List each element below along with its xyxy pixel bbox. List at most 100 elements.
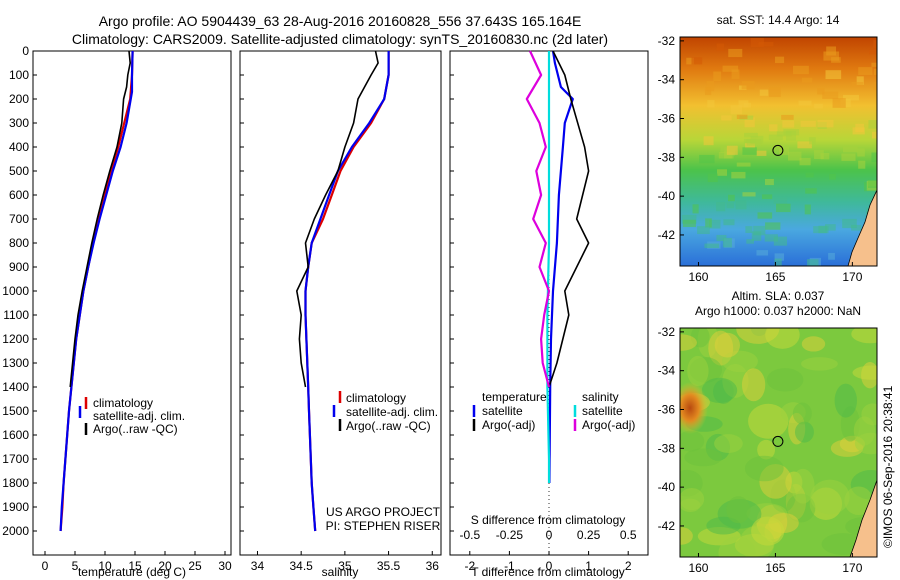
legend-group-title: temperature [482, 390, 547, 404]
texture-cell [730, 105, 743, 115]
texture-cell [765, 178, 774, 186]
texture-cell [768, 87, 781, 98]
top-x-tick-label: 0.25 [577, 528, 601, 542]
texture-cell [868, 179, 877, 188]
map-x-tick-label: 170 [842, 270, 862, 284]
y-tick-label: 200 [9, 92, 29, 106]
texture-blob [800, 357, 838, 371]
texture-cell [843, 94, 859, 101]
texture-cell [742, 147, 757, 155]
texture-cell [851, 81, 864, 87]
x-tick-label: 10 [98, 559, 112, 573]
y-tick-label: 1100 [3, 308, 29, 322]
texture-blob [765, 328, 800, 349]
texture-cell [757, 212, 773, 219]
texture-cell [799, 157, 811, 166]
y-tick-label: 2000 [2, 524, 29, 538]
texture-cell [832, 98, 846, 108]
texture-cell [745, 226, 753, 234]
legend-label: satellite [582, 404, 623, 418]
texture-cell [744, 117, 755, 128]
legend-label: satellite [482, 404, 523, 418]
texture-blob [748, 403, 789, 439]
legend-label: satellite-adj. clim. [93, 409, 185, 423]
difference-panel: -2 -1 0 1 2 -0.5 -0.25 0 0.25 0.5 temperature sat… [449, 50, 649, 579]
texture-cell [750, 135, 764, 144]
temperature-legend: climatology satellite-adj. clim. Argo(..… [78, 396, 185, 436]
y-tick-label: 1700 [2, 452, 29, 466]
chart-title: Argo profile: AO 5904439_63 28-Aug-2016 … [98, 13, 582, 29]
texture-cell [736, 114, 748, 120]
map-y-tick-label: -32 [658, 34, 676, 48]
series-line [296, 50, 379, 388]
texture-blob [718, 536, 756, 557]
texture-blob [852, 365, 877, 380]
texture-cell [758, 42, 774, 47]
x-axis-label: temperature (deg C) [78, 565, 186, 579]
y-tick-label: 1200 [2, 332, 29, 346]
texture-cell [718, 151, 734, 159]
texture-cell [858, 160, 866, 169]
texture-blob [714, 332, 740, 358]
texture-cell [781, 114, 794, 120]
texture-cell [842, 146, 858, 153]
texture-cell [858, 67, 873, 76]
y-tick-label: 1400 [2, 380, 29, 394]
texture-cell [798, 100, 812, 106]
texture-cell [787, 151, 802, 161]
texture-cell [756, 150, 767, 156]
sla-texture [680, 328, 877, 557]
texture-cell [723, 219, 735, 226]
sla-map-title: Altim. SLA: 0.037 [732, 289, 825, 303]
x-tick-label: 0 [546, 559, 553, 573]
texture-cell [769, 124, 778, 132]
texture-cell [817, 88, 825, 95]
argo-position-marker [772, 144, 784, 156]
land-mask [849, 479, 877, 557]
texture-cell [869, 49, 877, 55]
texture-cell [776, 131, 792, 137]
series-line [525, 50, 551, 388]
texture-cell [728, 48, 743, 58]
texture-cell [804, 204, 811, 215]
texture-blob [741, 368, 766, 402]
map-x-tick-label: 160 [688, 270, 708, 284]
map-x-tick-label: 160 [688, 561, 708, 575]
texture-blob [801, 336, 826, 352]
texture-blob [853, 416, 876, 446]
x-tick-label: -1 [504, 559, 515, 573]
legend-label: satellite-adj. clim. [346, 405, 438, 419]
series-line [59, 50, 134, 532]
texture-cell [759, 89, 769, 96]
texture-cell [822, 91, 839, 99]
sst-map-title: sat. SST: 14.4 Argo: 14 [717, 13, 840, 27]
annotation-pi: PI: STEPHEN RISER [326, 519, 441, 533]
sla-anomaly-high [680, 382, 708, 434]
x-axis-label: salinity [322, 565, 359, 579]
y-tick-label: 1500 [2, 404, 29, 418]
texture-cell [717, 169, 728, 176]
texture-cell [773, 236, 788, 246]
top-x-tick-label: 0 [546, 528, 553, 542]
texture-cell [681, 214, 697, 224]
texture-cell [707, 100, 715, 108]
land-mask [847, 189, 877, 266]
texture-cell [703, 136, 714, 146]
x-tick-label: 25 [188, 559, 202, 573]
texture-cell [713, 71, 722, 82]
texture-cell [873, 68, 877, 76]
x-tick-label: 34.5 [289, 559, 313, 573]
texture-cell [756, 250, 769, 256]
texture-cell [873, 40, 877, 49]
texture-blob [766, 368, 804, 392]
map-y-tick-label: -38 [658, 441, 676, 455]
y-tick-label: 1800 [2, 476, 29, 490]
x-tick-label: -2 [464, 559, 475, 573]
texture-blob [794, 421, 814, 443]
texture-cell [868, 120, 877, 129]
texture-cell [793, 65, 809, 75]
texture-cell [736, 162, 751, 167]
y-tick-label: 1600 [2, 428, 29, 442]
texture-blob [757, 439, 776, 460]
map-y-tick-label: -32 [658, 325, 676, 339]
